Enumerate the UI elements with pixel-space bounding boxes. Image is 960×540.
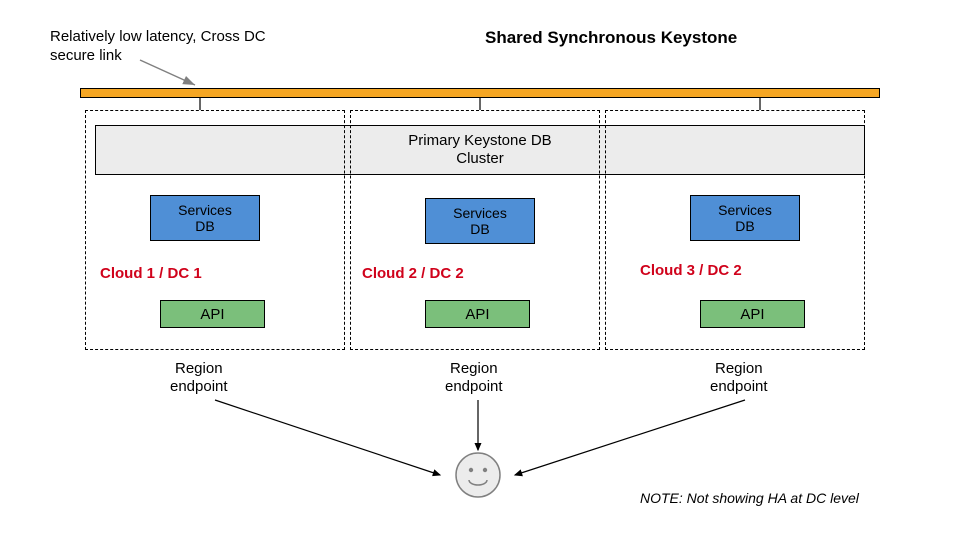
diagram-title: Shared Synchronous Keystone <box>485 28 737 48</box>
footnote: NOTE: Not showing HA at DC level <box>640 490 859 506</box>
services-db-3-l2: DB <box>718 218 772 234</box>
annotation-line2: secure link <box>50 47 266 66</box>
services-db-1-l2: DB <box>178 218 232 234</box>
api-box-2: API <box>425 300 530 328</box>
api-label-3: API <box>740 306 764 323</box>
endpoint-label-2: Region endpoint <box>445 360 503 396</box>
cross-dc-link-bar <box>80 88 880 98</box>
endpoint-3-l1: Region <box>710 360 768 378</box>
services-db-1: Services DB <box>150 195 260 241</box>
endpoint-label-3: Region endpoint <box>710 360 768 396</box>
services-db-3: Services DB <box>690 195 800 241</box>
api-box-1: API <box>160 300 265 328</box>
endpoint-1-l1: Region <box>170 360 228 378</box>
cloud-label-3: Cloud 3 / DC 2 <box>640 262 742 279</box>
api-box-3: API <box>700 300 805 328</box>
endpoint-2-l2: endpoint <box>445 378 503 396</box>
endpoint-3-l2: endpoint <box>710 378 768 396</box>
services-db-2-l1: Services <box>453 205 507 221</box>
services-db-2: Services DB <box>425 198 535 244</box>
api-label-1: API <box>200 306 224 323</box>
services-db-3-l1: Services <box>718 202 772 218</box>
cloud-label-2: Cloud 2 / DC 2 <box>362 265 464 282</box>
services-db-1-l1: Services <box>178 202 232 218</box>
api-label-2: API <box>465 306 489 323</box>
endpoint-label-1: Region endpoint <box>170 360 228 396</box>
cloud-label-1: Cloud 1 / DC 1 <box>100 265 202 282</box>
services-db-2-l2: DB <box>453 221 507 237</box>
endpoint-2-l1: Region <box>445 360 503 378</box>
annotation-line1: Relatively low latency, Cross DC <box>50 28 266 47</box>
latency-annotation: Relatively low latency, Cross DC secure … <box>50 28 266 66</box>
endpoint-1-l2: endpoint <box>170 378 228 396</box>
